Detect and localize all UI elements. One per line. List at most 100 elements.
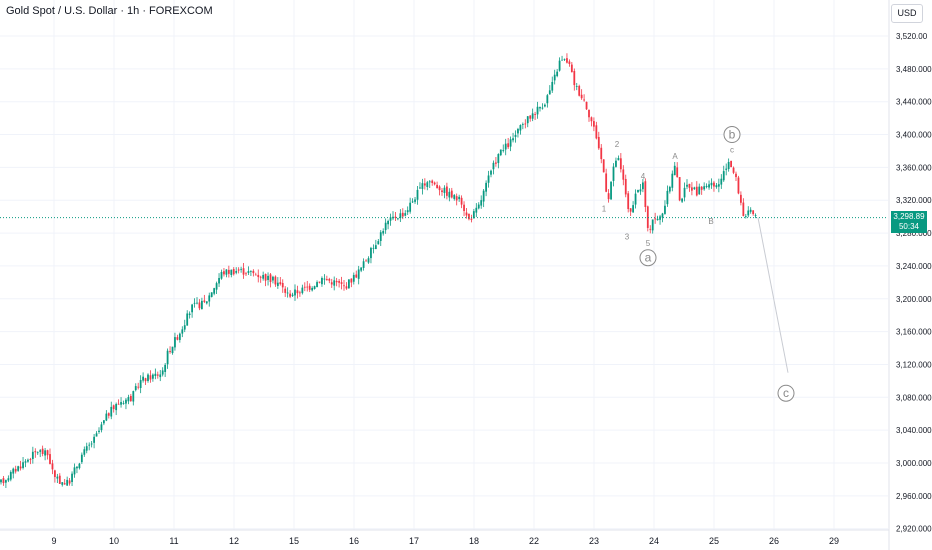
candle-body (600, 147, 603, 160)
candle-body (507, 143, 510, 148)
candle-body (414, 199, 416, 202)
candle-body (409, 202, 412, 212)
candle-body (127, 397, 130, 402)
candle-body (335, 280, 338, 283)
candle-body (36, 452, 39, 454)
candle-body (740, 194, 742, 203)
candle-body (41, 448, 44, 454)
candle-body (250, 270, 252, 272)
x-tick-label: 22 (529, 536, 539, 546)
candle-body (517, 129, 519, 134)
candle-body (446, 186, 448, 196)
y-tick-label: 2,920.000 (896, 525, 932, 534)
candle-body (321, 277, 323, 285)
candle-body (230, 269, 233, 275)
candle-body (686, 184, 688, 187)
x-tick-label: 9 (51, 536, 56, 546)
candle-body (384, 222, 387, 231)
candle-body (66, 479, 69, 486)
candle-body (9, 472, 12, 480)
candle-body (348, 279, 350, 289)
candle-body (436, 184, 438, 189)
candle-body (78, 463, 81, 469)
candle-body (147, 374, 149, 381)
candle-body (526, 116, 529, 124)
x-tick-label: 12 (229, 536, 239, 546)
candle-body (575, 86, 578, 87)
currency-button[interactable]: USD (891, 4, 923, 23)
candle-body (370, 247, 372, 259)
candle-body (372, 247, 375, 249)
x-tick-label: 29 (829, 536, 839, 546)
candle-body (465, 212, 468, 216)
candle-body (737, 177, 740, 194)
y-tick-label: 3,160.000 (896, 328, 932, 337)
candle-body (553, 74, 556, 81)
candle-body (615, 160, 617, 167)
candle-body (443, 187, 446, 193)
candle-body (316, 282, 318, 288)
candle-body (744, 216, 747, 218)
candle-body (708, 184, 710, 188)
candle-body (166, 350, 169, 365)
candle-body (551, 81, 554, 91)
candle-body (355, 274, 358, 278)
candle-body (695, 186, 698, 196)
candle-body (267, 275, 269, 280)
candle-body (453, 195, 456, 199)
candle-body (593, 121, 595, 127)
candle-body (664, 205, 666, 214)
circled-wave-label: a (645, 251, 652, 265)
candle-body (306, 286, 309, 288)
candle-body (499, 149, 502, 156)
symbol-title[interactable]: Gold Spot / U.S. Dollar · 1h · FOREXCOM (6, 5, 213, 17)
candle-body (333, 280, 336, 286)
candle-body (382, 230, 385, 234)
candle-body (122, 403, 125, 404)
candle-body (242, 268, 245, 275)
last-price-value: 3,298.89 (893, 212, 925, 221)
candle-body (120, 402, 122, 405)
candle-body (433, 182, 436, 185)
candle-body (367, 258, 370, 263)
candle-body (512, 138, 514, 141)
candle-body (54, 470, 56, 477)
candle-body (578, 85, 581, 96)
candle-body (497, 154, 500, 164)
x-tick-label: 17 (409, 536, 419, 546)
candle-body (201, 300, 203, 310)
projection-line (757, 217, 789, 373)
candle-body (377, 241, 380, 245)
candle-body (426, 182, 429, 187)
candle-body (580, 94, 583, 99)
candle-body (558, 60, 561, 71)
candle-body (325, 279, 328, 281)
candle-body (490, 170, 492, 175)
candle-body (487, 175, 490, 183)
candle-body (193, 302, 196, 304)
wave-label: 4 (641, 172, 646, 181)
candle-body (262, 274, 265, 279)
candle-body (637, 189, 639, 193)
candle-body (110, 406, 113, 417)
candle-body (735, 173, 737, 178)
candle-body (139, 380, 142, 388)
candle-body (183, 325, 186, 330)
candle-body (646, 206, 649, 228)
candle-body (338, 281, 340, 283)
candle-body (448, 191, 451, 198)
candle-body (468, 213, 470, 220)
candle-body (156, 374, 159, 376)
bar-countdown: 50:34 (898, 222, 920, 231)
candle-body (161, 370, 164, 375)
wave-label: B (708, 217, 713, 226)
candle-body (186, 313, 189, 326)
candle-body (438, 186, 441, 191)
y-tick-label: 3,240.000 (896, 262, 932, 271)
candle-body (154, 373, 157, 376)
candle-body (627, 193, 630, 210)
candle-body (227, 269, 230, 274)
candle-body (188, 313, 191, 315)
